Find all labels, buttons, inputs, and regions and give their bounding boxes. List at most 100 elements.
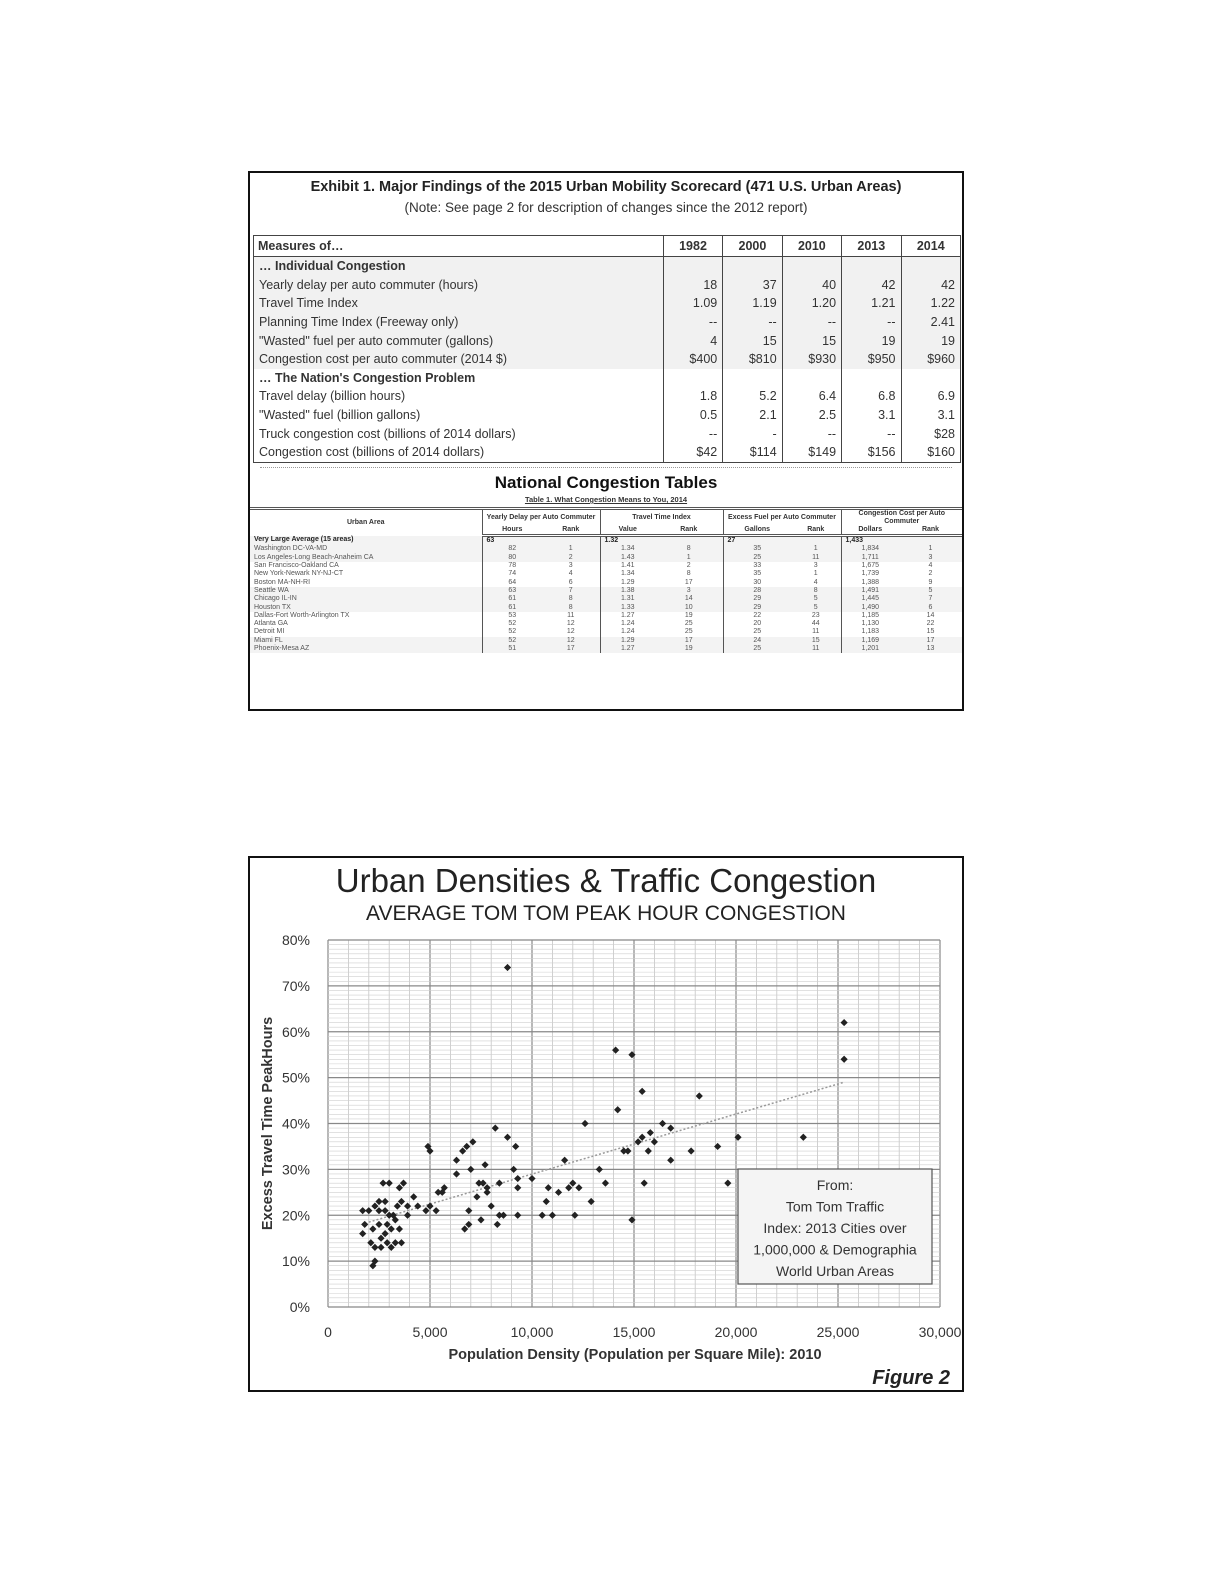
table-cell: 11 [791, 644, 841, 654]
y-tick-label: 70% [282, 978, 310, 994]
x-tick-label: 20,000 [715, 1324, 758, 1340]
table-cell: 1.27 [599, 644, 655, 654]
sub-header: Rank [542, 526, 600, 537]
table-cell: Miami FL [250, 636, 482, 645]
table-cell [662, 368, 724, 388]
data-point [503, 1133, 512, 1141]
table-cell: 52 [481, 636, 542, 645]
table-cell: 8 [542, 603, 600, 612]
data-point [361, 1220, 369, 1229]
annotation-line: Tom Tom Traffic [786, 1199, 884, 1215]
data-point [481, 1161, 489, 1169]
table-cell: 35 [722, 570, 791, 579]
data-point [542, 1197, 550, 1206]
table-cell: 33 [722, 561, 791, 571]
sub-header: Rank [791, 526, 841, 537]
data-point [840, 1055, 848, 1063]
table-row: … The Nation's Congestion Problem [253, 368, 961, 388]
column-header: 1982 [662, 235, 724, 257]
urban-area-header: Urban Area [250, 507, 482, 536]
sub-header: Dollars [840, 526, 899, 537]
table-cell: 64 [481, 578, 542, 587]
table-cell: 29 [722, 595, 791, 604]
table-cell: 1.43 [599, 553, 655, 562]
major-findings-table: Measures of… 1982 2000 2010 2013 2014 … Indiv… [253, 235, 961, 463]
table-cell: 1,739 [840, 570, 899, 579]
data-point [595, 1165, 603, 1173]
table-cell: Travel delay (billion hours) [253, 387, 664, 406]
table-cell: 2 [928, 570, 933, 578]
data-point [381, 1230, 389, 1238]
column-header: 2014 [900, 235, 961, 257]
table-cell: 15 [791, 636, 841, 645]
table-cell: 1.27 [599, 611, 655, 620]
data-point [628, 1216, 636, 1224]
table-cell: 1.20 [781, 294, 843, 313]
table-cell: $149 [781, 442, 843, 463]
data-point [634, 1138, 642, 1146]
table-cell: 25 [684, 628, 693, 636]
data-point [393, 1202, 401, 1210]
table-cell: 1 [542, 545, 600, 554]
data-point [422, 1207, 430, 1215]
data-point [503, 963, 512, 972]
column-header: 2010 [781, 235, 843, 257]
x-tick-label: 10,000 [511, 1324, 554, 1340]
table-cell [542, 535, 600, 546]
chart-title: Urban Densities & Traffic Congestion [336, 862, 877, 899]
data-point [381, 1207, 389, 1215]
table-cell: 14 [926, 611, 935, 619]
table-cell: 8 [686, 570, 691, 578]
annotation-box [737, 1168, 933, 1285]
data-point [469, 1138, 477, 1146]
data-point [528, 1174, 536, 1183]
table-cell: 1 [791, 545, 841, 554]
table-cell: 12 [566, 620, 575, 628]
data-point [475, 1179, 483, 1187]
data-point [371, 1243, 379, 1251]
table-row: Washington DC-VA-MD 82 1 1.34 8 35 1 1,834 1 [250, 545, 962, 554]
table-cell: -- [841, 424, 902, 443]
table-cell: 25 [684, 620, 693, 628]
data-point [487, 1202, 495, 1210]
table-cell: $160 [900, 442, 961, 463]
scatter-chart: Urban Densities & Traffic Congestion AVER… [260, 862, 962, 1389]
data-point [548, 1211, 556, 1219]
table-cell: … The Nation's Congestion Problem [253, 368, 664, 388]
data-point [544, 1184, 552, 1192]
column-header: Measures of… [253, 235, 664, 257]
data-point [483, 1184, 491, 1192]
table-cell: 35 [722, 545, 791, 554]
data-point [724, 1179, 732, 1187]
data-point [379, 1179, 387, 1187]
table-cell: 25 [722, 644, 791, 654]
table-cell: 10 [655, 603, 723, 612]
table-cell: - [722, 424, 783, 443]
table-cell: 4 [928, 562, 933, 570]
data-point [465, 1220, 473, 1229]
table-cell: 52 [481, 628, 542, 637]
table-cell [841, 368, 902, 388]
data-point [538, 1211, 546, 1219]
table-cell: $28 [900, 424, 961, 443]
data-point [491, 1124, 499, 1132]
data-point [493, 1220, 501, 1229]
data-point [799, 1133, 807, 1141]
table-row: Houston TX 61 8 1.33 10 29 5 1,490 6 [250, 603, 962, 612]
table-cell: 52 [481, 619, 542, 629]
table-cell: Planning Time Index (Freeway only) [253, 312, 664, 332]
table-cell: 30 [722, 578, 791, 587]
table-row: Planning Time Index (Freeway only) -- -- --… [253, 312, 961, 332]
data-point [512, 1142, 520, 1151]
table-cell: 6.8 [841, 387, 902, 406]
data-point [391, 1239, 399, 1247]
table-cell: 6.4 [781, 387, 843, 406]
table-cell: 42 [841, 275, 902, 295]
y-tick-label: 10% [282, 1253, 310, 1269]
exhibit-1-image: Exhibit 1. Major Findings of the 2015 Ur… [248, 171, 964, 711]
table-cell: $950 [841, 349, 902, 369]
table-cell: 42 [900, 275, 961, 295]
data-point [375, 1197, 383, 1206]
column-header: 2000 [722, 235, 783, 257]
y-tick-label: 30% [282, 1161, 310, 1177]
